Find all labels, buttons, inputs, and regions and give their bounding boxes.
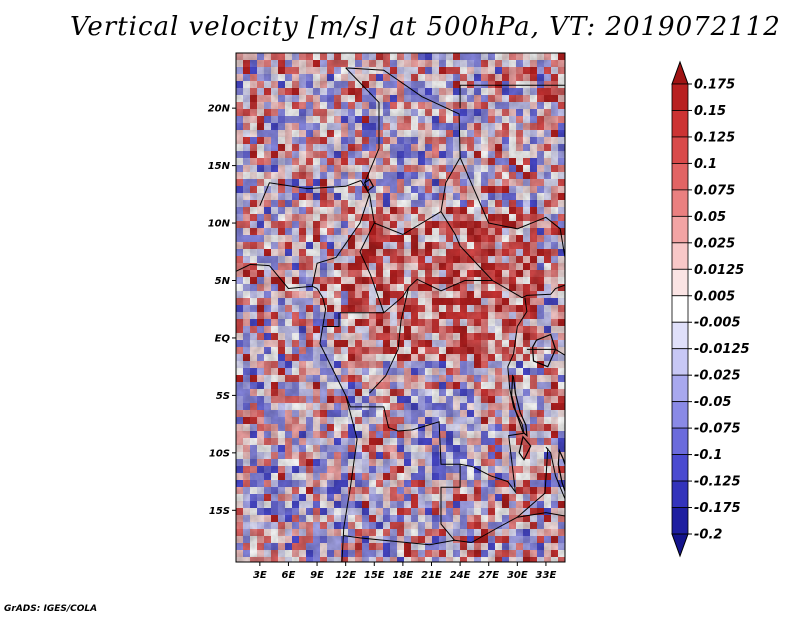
lon-tick-label: 30E bbox=[507, 570, 528, 581]
colorbar-segment bbox=[671, 507, 689, 535]
colorbar-label: -0.175 bbox=[694, 501, 741, 516]
colorbar-segment bbox=[671, 268, 689, 297]
border-line bbox=[345, 67, 565, 299]
border-line bbox=[259, 180, 362, 206]
lat-tick-label: 5N bbox=[215, 276, 231, 287]
lon-tick-label: 21E bbox=[421, 570, 442, 581]
colorbar-label: 0.05 bbox=[694, 210, 726, 225]
border-line bbox=[459, 157, 565, 258]
colorbar-top-arrow bbox=[671, 60, 689, 85]
border-line bbox=[316, 288, 358, 562]
lon-tick-label: 12E bbox=[335, 570, 356, 581]
border-line bbox=[345, 67, 380, 183]
colorbar-label: -0.0125 bbox=[694, 342, 750, 357]
lake-outline bbox=[557, 448, 565, 494]
colorbar-segment bbox=[671, 401, 689, 429]
lon-tick-label: 27E bbox=[478, 570, 499, 581]
colorbar-segment bbox=[671, 454, 689, 482]
lake-outline bbox=[518, 435, 532, 461]
colorbar-segment bbox=[671, 427, 689, 455]
lat-tick-label: 5S bbox=[216, 391, 230, 402]
colorbar-segment bbox=[671, 242, 689, 270]
lon-tick-label: 9E bbox=[310, 570, 324, 581]
lon-tick-label: 24E bbox=[450, 570, 471, 581]
colorbar-label: -0.2 bbox=[694, 528, 722, 543]
colorbar-segment bbox=[671, 83, 689, 111]
lake-outline bbox=[531, 333, 557, 368]
colorbar-label: 0.0125 bbox=[694, 263, 744, 278]
map-frame bbox=[235, 52, 566, 563]
lon-tick-label: 6E bbox=[282, 570, 296, 581]
border-line bbox=[513, 297, 528, 355]
velocity-field bbox=[236, 53, 565, 562]
plot-title: Vertical velocity [m/s] at 500hPa, VT: 2… bbox=[70, 12, 781, 42]
lat-tick-label: 10S bbox=[209, 448, 230, 459]
lon-tick-label: 33E bbox=[536, 570, 557, 581]
lat-tick-label: 15N bbox=[208, 161, 231, 172]
colorbar-segment bbox=[671, 215, 689, 244]
colorbar-bottom-arrow bbox=[671, 533, 689, 558]
border-line bbox=[236, 263, 270, 272]
border-line bbox=[545, 446, 565, 499]
colorbar-segment bbox=[671, 110, 689, 138]
lon-tick-label: 3E bbox=[253, 570, 267, 581]
lake-outline bbox=[363, 178, 375, 192]
border-line bbox=[374, 211, 442, 236]
colorbar-label: 0.025 bbox=[694, 236, 735, 251]
colorbar-label: 0.005 bbox=[694, 289, 735, 304]
colorbar-label: 0.1 bbox=[694, 157, 717, 172]
lat-tick-label: 20N bbox=[208, 104, 231, 115]
border-line bbox=[269, 265, 318, 290]
colorbar-label: 0.15 bbox=[694, 104, 726, 119]
colorbar-segment bbox=[671, 374, 689, 403]
colorbar: 0.175 0.15 0.125 0.1 0.075 0.05 0.025 0.0125 0.0… bbox=[671, 60, 750, 558]
longitude-axis: 3E 6E 9E 12E 15E 18E 21E 24E 27E 30E 33E bbox=[253, 562, 557, 581]
lat-tick-label: EQ bbox=[215, 333, 231, 344]
border-line bbox=[359, 194, 493, 314]
border-line bbox=[322, 312, 340, 327]
grads-credit: GrADS: IGES/COLA bbox=[4, 604, 98, 614]
border-line bbox=[460, 432, 525, 494]
colorbar-segment bbox=[671, 295, 689, 323]
colorbar-segment bbox=[671, 321, 689, 350]
colorbar-label: -0.125 bbox=[694, 475, 741, 490]
border-line bbox=[516, 448, 549, 518]
colorbar-segment bbox=[671, 163, 689, 191]
colorbar-segment bbox=[671, 189, 689, 217]
lat-tick-label: 15S bbox=[209, 506, 230, 517]
lake-outline bbox=[510, 374, 528, 438]
colorbar-segment bbox=[671, 348, 689, 376]
colorbar-label: 0.075 bbox=[694, 183, 735, 198]
colorbar-label: -0.025 bbox=[694, 369, 741, 384]
colorbar-label: -0.005 bbox=[694, 316, 741, 331]
border-line bbox=[343, 535, 472, 546]
border-line bbox=[311, 180, 371, 287]
colorbar-label: -0.075 bbox=[694, 422, 741, 437]
colorbar-label: 0.125 bbox=[694, 130, 735, 145]
colorbar-label: -0.05 bbox=[694, 395, 731, 410]
colorbar-label: -0.1 bbox=[694, 448, 722, 463]
lon-tick-label: 15E bbox=[364, 570, 385, 581]
country-borders bbox=[236, 67, 565, 562]
colorbar-segment bbox=[671, 136, 689, 164]
border-line bbox=[369, 287, 410, 394]
lat-tick-label: 10N bbox=[208, 219, 231, 230]
latitude-axis: 20N 15N 10N 5N EQ 5S 10S 15S bbox=[208, 104, 236, 517]
colorbar-label: 0.175 bbox=[694, 78, 735, 93]
border-line bbox=[459, 84, 565, 109]
border-line bbox=[345, 395, 461, 541]
colorbar-segment bbox=[671, 480, 689, 508]
lon-tick-label: 18E bbox=[393, 570, 414, 581]
